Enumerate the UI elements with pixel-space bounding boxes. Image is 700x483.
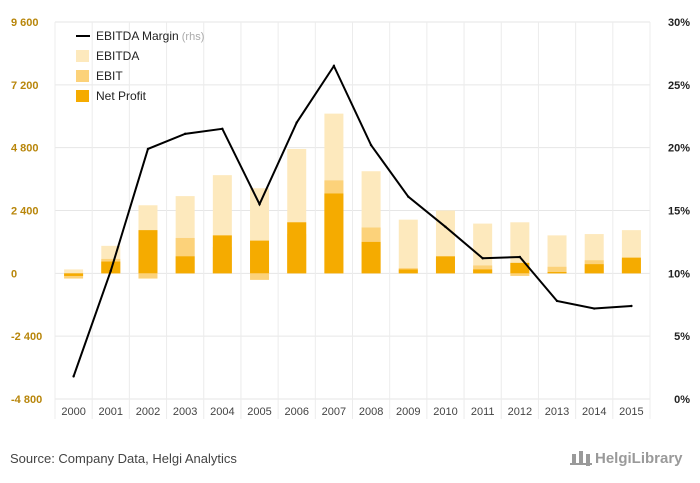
net-profit-bar bbox=[324, 193, 344, 274]
ebitda-margin-point bbox=[369, 143, 373, 147]
net-profit-bar bbox=[175, 256, 195, 274]
ebitda-margin-point bbox=[295, 121, 298, 124]
legend-swatch-ebitda bbox=[76, 50, 89, 62]
y-left-tick-label: 9 600 bbox=[11, 17, 39, 29]
x-tick-label: 2004 bbox=[210, 406, 234, 418]
y-right-tick-label: 0% bbox=[674, 394, 690, 406]
legend-suffix-rhs: (rhs) bbox=[179, 31, 205, 43]
ebitda-margin-series bbox=[72, 63, 632, 377]
x-tick-label: 2002 bbox=[136, 406, 160, 418]
net-profit-bar bbox=[250, 240, 270, 274]
net-profit-bar bbox=[212, 235, 232, 274]
net-profit-bar bbox=[547, 272, 567, 274]
brand-logo[interactable]: HelgiLibrary bbox=[570, 449, 683, 467]
ebit-bar bbox=[250, 273, 270, 280]
ebitda-margin-point bbox=[146, 147, 150, 151]
x-tick-label: 2012 bbox=[508, 406, 532, 418]
library-icon bbox=[570, 449, 592, 465]
legend-swatch-net-profit bbox=[76, 90, 89, 102]
net-profit-bar bbox=[138, 230, 158, 274]
net-profit-bar bbox=[361, 241, 381, 274]
ebitda-margin-point bbox=[555, 299, 559, 303]
ebitda-bar bbox=[547, 235, 567, 274]
legend-label-ebitda-margin: EBITDA Margin (rhs) bbox=[96, 29, 204, 43]
axes: -4 800 -2 400 0 2 400 4 800 7 200 9 600 0% 5% 10%… bbox=[11, 17, 690, 418]
x-tick-label: 2006 bbox=[284, 406, 308, 418]
legend-swatch-ebit bbox=[76, 70, 89, 82]
ebitda-margin-point bbox=[72, 375, 75, 378]
ebitda-bar bbox=[64, 269, 84, 274]
x-tick-label: 2003 bbox=[173, 406, 197, 418]
x-tick-label: 2009 bbox=[396, 406, 420, 418]
ebitda-margin-line bbox=[72, 63, 633, 378]
legend: EBITDA Margin (rhs) EBITDA EBIT Net Profit bbox=[76, 29, 204, 103]
x-tick-label: 2011 bbox=[471, 406, 495, 418]
chart: -4 800 -2 400 0 2 400 4 800 7 200 9 600 0% 5% 10%… bbox=[11, 17, 690, 419]
ebitda-margin-point bbox=[444, 225, 447, 229]
y-right-tick-label: 30% bbox=[668, 17, 690, 29]
ebitda-bar bbox=[473, 223, 493, 274]
y-right-tick-label: 25% bbox=[668, 80, 690, 92]
x-tick-label: 2001 bbox=[99, 406, 123, 418]
y-left-tick-label: 2 400 bbox=[11, 206, 39, 218]
ebitda-bar bbox=[510, 222, 530, 274]
y-left-tick-label: -4 800 bbox=[11, 394, 42, 406]
x-tick-label: 2010 bbox=[433, 406, 457, 418]
y-left-tick-label: -2 400 bbox=[11, 331, 42, 343]
y-right-tick-label: 20% bbox=[668, 143, 690, 155]
net-profit-bar bbox=[584, 264, 604, 274]
source-note: Source: Company Data, Helgi Analytics bbox=[10, 451, 237, 466]
legend-label-net-profit: Net Profit bbox=[96, 89, 147, 103]
y-right-tick-label: 15% bbox=[668, 206, 690, 218]
ebitda-margin-point bbox=[258, 203, 261, 206]
ebitda-margin-point bbox=[332, 64, 336, 68]
ebitda-margin-point bbox=[593, 307, 596, 310]
net-profit-bar bbox=[473, 269, 493, 274]
ebitda-margin-point bbox=[221, 127, 224, 131]
net-profit-bar bbox=[510, 262, 530, 274]
y-right-tick-label: 5% bbox=[674, 331, 690, 343]
y-left-tick-label: 7 200 bbox=[11, 80, 39, 92]
net-profit-bar bbox=[64, 273, 84, 276]
net-profit-bar bbox=[398, 269, 418, 274]
net-profit-bar bbox=[621, 257, 641, 274]
brand-name: HelgiLibrary bbox=[595, 450, 683, 467]
y-left-tick-label: 4 800 bbox=[11, 143, 39, 155]
ebitda-bar bbox=[398, 219, 418, 274]
legend-label-ebit: EBIT bbox=[96, 69, 123, 83]
y-right-tick-label: 10% bbox=[668, 268, 690, 280]
x-tick-label: 2007 bbox=[322, 406, 346, 418]
x-tick-label: 2008 bbox=[359, 406, 383, 418]
y-left-tick-label: 0 bbox=[11, 268, 17, 280]
bars bbox=[64, 113, 641, 280]
ebit-bar bbox=[138, 273, 158, 279]
ebitda-margin-point bbox=[630, 304, 633, 308]
x-tick-label: 2013 bbox=[545, 406, 569, 418]
ebit-bar bbox=[510, 273, 530, 276]
ebitda-margin-point bbox=[183, 132, 187, 136]
x-tick-label: 2005 bbox=[247, 406, 271, 418]
ebitda-margin-point bbox=[481, 257, 484, 260]
ebitda-margin-point bbox=[407, 195, 410, 198]
net-profit-bar bbox=[287, 222, 307, 274]
ebitda-margin-point bbox=[109, 269, 112, 273]
x-tick-label: 2014 bbox=[582, 406, 606, 418]
grid bbox=[54, 21, 651, 419]
x-tick-label: 2015 bbox=[619, 406, 643, 418]
x-tick-label: 2000 bbox=[61, 406, 85, 418]
ebitda-margin-point bbox=[518, 255, 522, 259]
legend-label-ebitda: EBITDA bbox=[96, 49, 139, 63]
ebit-bar bbox=[547, 266, 567, 274]
net-profit-bar bbox=[435, 256, 455, 274]
ebit-bar bbox=[64, 273, 84, 279]
